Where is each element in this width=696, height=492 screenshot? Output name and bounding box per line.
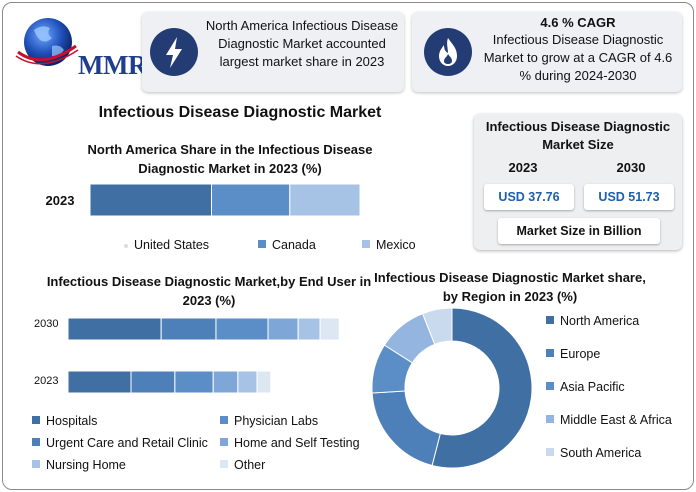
chart3-legend-swatch-3	[546, 415, 554, 423]
chart2-legend-swatch-0	[32, 416, 40, 424]
chart3-legend-label-0: North America	[560, 314, 640, 328]
chart2-legend-swatch-1	[32, 438, 40, 446]
market-size-value-2023: USD 37.76	[484, 184, 574, 210]
chart3-legend-item-1: Europe	[546, 347, 600, 361]
chart1-legend-label-2: Mexico	[376, 238, 416, 252]
north-america-card: North America Infectious Disease Diagnos…	[142, 12, 404, 92]
chart2-legend-item-5: Other	[220, 458, 265, 472]
mmr-logo: MMR	[12, 12, 147, 80]
market-size-year-2030: 2030	[616, 160, 646, 175]
chart2-legend-label-4: Home and Self Testing	[234, 436, 360, 450]
chart1-legend-label-0: United States	[134, 238, 210, 252]
chart2-category-label-1: 2023	[34, 375, 59, 387]
main-title: Infectious Disease Diagnostic Market	[98, 104, 382, 121]
market-size-value-2030: USD 51.73	[584, 184, 674, 210]
market-size-footer: Market Size in Billion	[498, 218, 660, 244]
chart3-legend-item-3: Middle East & Africa	[546, 413, 672, 427]
chart3-legend-swatch-1	[546, 349, 554, 357]
chart3-legend-label-1: Europe	[560, 347, 601, 361]
globe-icon	[15, 18, 79, 66]
chart3-legend-swatch-0	[546, 316, 554, 324]
chart2-legend-item-2: Nursing Home	[32, 458, 126, 472]
chart1-legend-item-0: United States	[124, 238, 209, 252]
market-size-box: Infectious Disease Diagnostic Market Siz…	[474, 114, 682, 250]
chart1-legend-swatch-1	[258, 240, 266, 248]
chart2-legend-label-1: Urgent Care and Retail Clinic	[46, 436, 208, 450]
market-size-year-2023: 2023	[508, 160, 538, 175]
chart2-legend-swatch-3	[220, 416, 228, 424]
chart3-legend-label-3: Middle East & Africa	[560, 413, 672, 427]
chart1-legend-item-1: Canada	[258, 238, 316, 252]
chart3-legend-item-2: Asia Pacific	[546, 380, 625, 394]
chart3-legend-swatch-2	[546, 382, 554, 390]
chart3-legend-item-0: North America	[546, 314, 639, 328]
chart1-title: North America Share in the Infectious Di…	[87, 142, 373, 176]
chart2-legend-item-3: Physician Labs	[220, 414, 318, 428]
chart1-legend-item-2: Mexico	[362, 238, 416, 252]
chart2-legend-swatch-5	[220, 460, 228, 468]
chart3-legend-label-4: South America	[560, 446, 642, 460]
chart1-category-label: 2023	[45, 193, 75, 208]
chart2-category-label-0: 2030	[34, 318, 59, 330]
chart2-legend-swatch-2	[32, 460, 40, 468]
chart1-legend-label-1: Canada	[272, 238, 316, 252]
chart2-legend-item-1: Urgent Care and Retail Clinic	[32, 436, 208, 450]
chart3-title: Infectious Disease Diagnostic Market sha…	[374, 270, 646, 304]
cagr-card-title: 4.6 % CAGR	[540, 15, 616, 30]
chart1-legend-swatch-0	[124, 244, 128, 248]
chart1-legend-swatch-2	[362, 240, 370, 248]
lightning-icon	[150, 28, 198, 76]
chart3-legend-label-2: Asia Pacific	[560, 380, 625, 394]
chart2-legend-swatch-4	[220, 438, 228, 446]
market-size-title: Infectious Disease Diagnostic Market Siz…	[485, 119, 671, 152]
chart2-legend-label-0: Hospitals	[46, 414, 98, 428]
logo-text: MMR	[78, 50, 147, 80]
chart2-legend-item-0: Hospitals	[32, 414, 97, 428]
chart3-legend-swatch-4	[546, 448, 554, 456]
chart2-legend-item-4: Home and Self Testing	[220, 436, 360, 450]
north-america-card-text: North America Infectious Disease Diagnos…	[205, 18, 399, 69]
cagr-card-text: Infectious Disease Diagnostic Market to …	[483, 32, 673, 83]
chart3-legend-item-4: South America	[546, 446, 641, 460]
chart2-legend-label-3: Physician Labs	[234, 414, 319, 428]
chart2-legend-label-2: Nursing Home	[46, 458, 126, 472]
flame-icon	[424, 28, 472, 76]
cagr-card: 4.6 % CAGR Infectious Disease Diagnostic…	[412, 12, 682, 92]
chart2-title: Infectious Disease Diagnostic Market,by …	[46, 274, 372, 308]
chart2-legend-label-5: Other	[234, 458, 266, 472]
